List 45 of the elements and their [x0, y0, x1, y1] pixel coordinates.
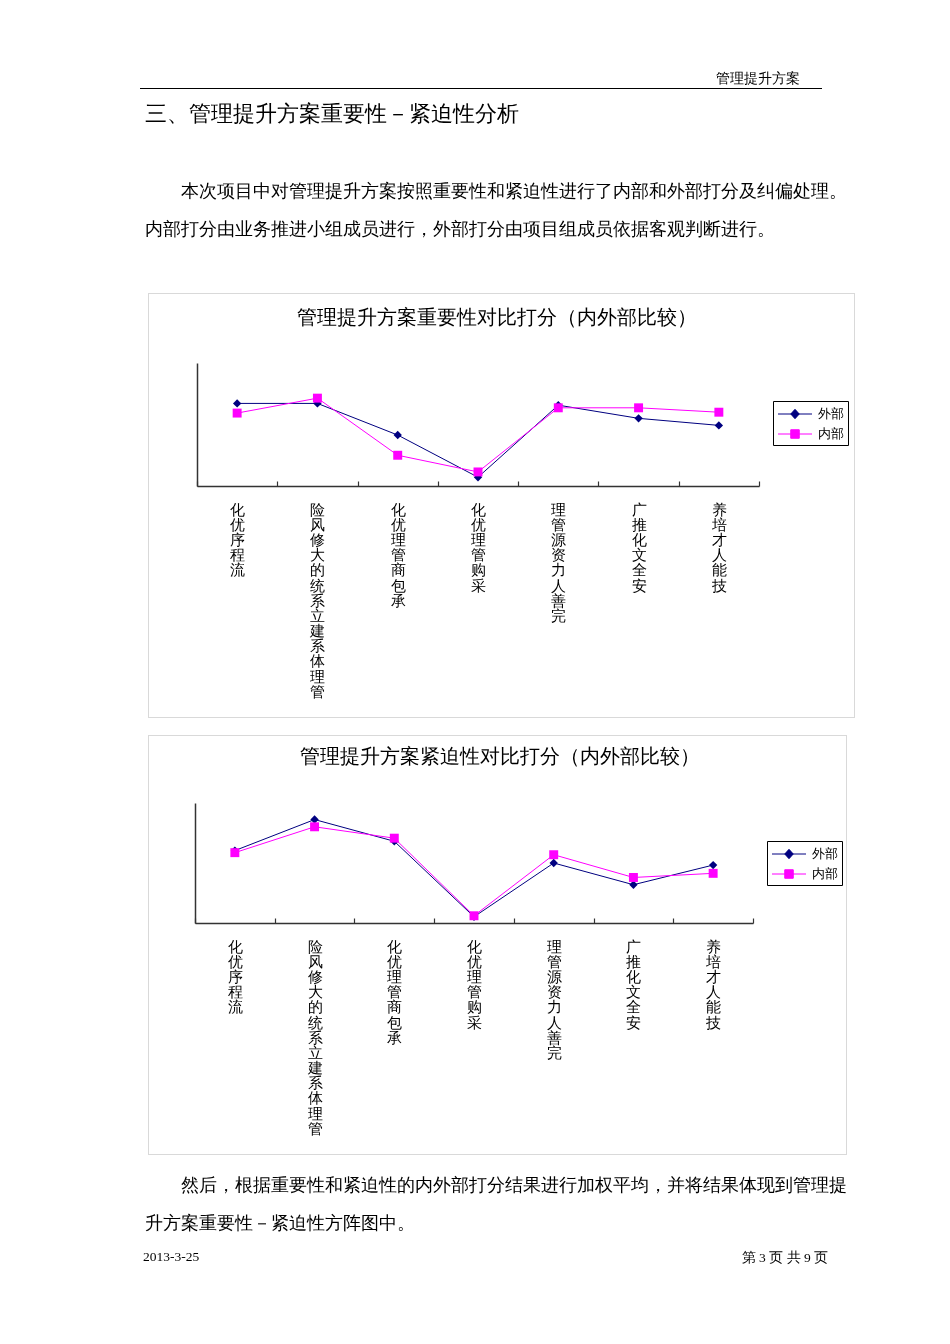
text: 2013-3-25	[143, 1249, 200, 1265]
point	[708, 860, 718, 870]
x-tick-label: 养培才人能技	[705, 938, 722, 1031]
point	[634, 403, 644, 413]
point	[549, 850, 559, 860]
text: 第 3 页 共 9 页	[741, 1249, 828, 1267]
x-tick-label: 理管源资力人善完	[551, 501, 567, 624]
legend-label: 外部	[812, 846, 838, 861]
point	[232, 408, 242, 418]
legend-label: 内部	[812, 866, 838, 881]
point	[629, 880, 638, 889]
chart-title: 管理提升方案重要性对比打分（内外部比较）	[297, 305, 697, 328]
x-tick-label: 广推化文全安	[626, 938, 642, 1031]
point	[312, 393, 322, 403]
point	[473, 467, 483, 477]
x-tick-label: 化优序程流	[227, 938, 243, 1016]
point	[310, 815, 319, 824]
point	[714, 421, 724, 430]
x-tick-label: 化优理管商包承	[387, 938, 403, 1046]
category-label: 险风修大的统系立建系体理管	[307, 938, 323, 1137]
point	[393, 450, 403, 460]
x-tick-label: 养培才人能技	[710, 501, 727, 594]
legend-label: 外部	[818, 406, 844, 421]
point	[310, 822, 320, 832]
text: 然后，根据重要性和紧迫性的内外部打分结果进行加权平均，并将结果体现到管理提升方案重要性－紧迫性方阵图中。	[145, 1174, 847, 1235]
point	[549, 858, 558, 868]
point	[389, 833, 399, 843]
point	[708, 868, 718, 878]
x-tick-label: 化优理管购采	[471, 501, 486, 594]
x-tick-label: 广推化文全安	[631, 501, 647, 594]
text: 本次项目中对管理提升方案按照重要性和紧迫性进行了内部和外部打分及纠偏处理。内部打分由业务推进小组成员进行，外部打分由项目组成员依据客观判断进行。	[145, 180, 847, 241]
x-tick-label: 化优理管购采	[467, 938, 482, 1031]
text: 管理提升方案	[716, 70, 800, 88]
point	[232, 399, 242, 408]
point	[634, 414, 643, 423]
x-tick-label: 化优序程流	[230, 501, 246, 579]
point	[714, 407, 724, 417]
text: 三、管理提升方案重要性－紧迫性分析	[145, 100, 519, 128]
chart-title: 管理提升方案紧迫性对比打分（内外部比较）	[300, 744, 700, 767]
point	[393, 430, 402, 440]
x-tick-label: 化优理管商包承	[390, 501, 406, 609]
x-tick-label: 理管源资力人善完	[546, 938, 562, 1061]
category-label: 险风修大的统系立建系体理管	[310, 501, 326, 700]
legend-label: 内部	[818, 426, 844, 441]
point	[628, 873, 638, 882]
